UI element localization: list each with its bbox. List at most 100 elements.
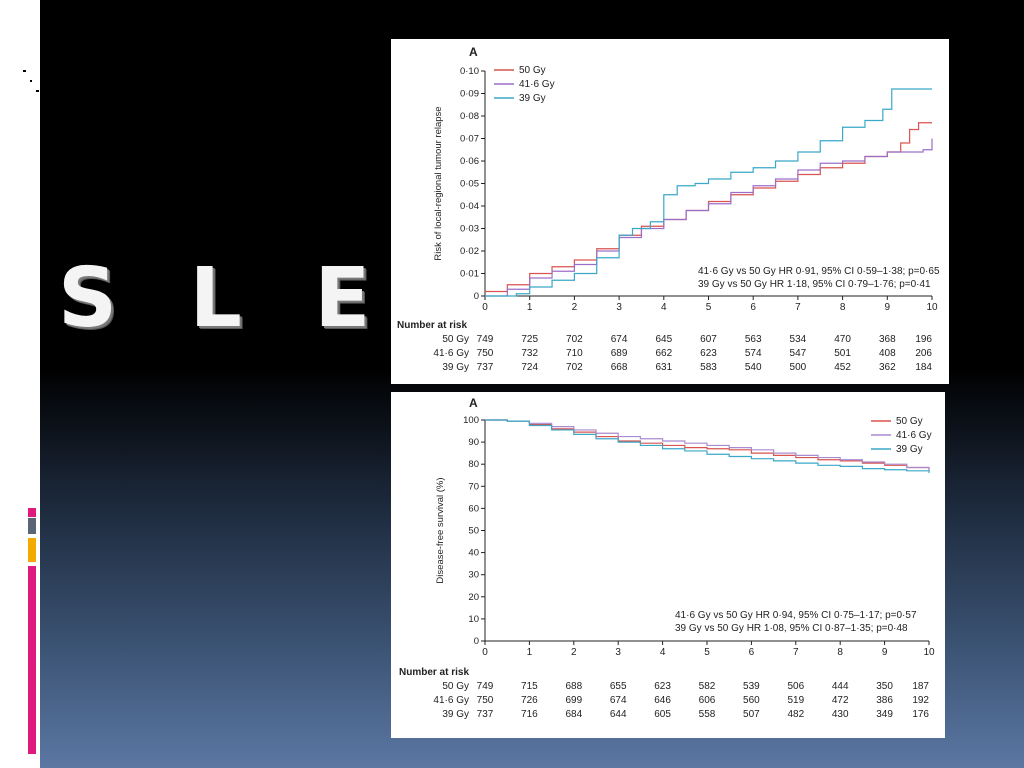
risk-value: 444 (832, 681, 849, 692)
risk-value: 623 (654, 681, 671, 692)
risk-value: 725 (521, 334, 538, 345)
y-tick-label: 70 (468, 481, 479, 492)
risk-value: 534 (790, 334, 807, 345)
risk-value: 500 (790, 362, 807, 373)
hazard-ratio-annotation: 39 Gy vs 50 Gy HR 1·08, 95% CI 0·87–1·35… (675, 623, 908, 634)
risk-value: 702 (566, 334, 583, 345)
y-tick-label: 90 (468, 437, 479, 448)
legend-entry: 39 Gy (896, 444, 923, 455)
x-tick-label: 5 (704, 647, 710, 658)
series-line-1 (485, 419, 930, 471)
y-axis-label: Risk of local-regional tumour relapse (433, 106, 444, 260)
risk-value: 655 (610, 681, 627, 692)
risk-value: 623 (700, 348, 717, 359)
risk-value: 184 (915, 362, 932, 373)
risk-row-label: 39 Gy (442, 709, 469, 720)
risk-value: 646 (654, 695, 671, 706)
risk-value: 724 (521, 362, 538, 373)
y-tick-label: 0·03 (460, 224, 479, 235)
risk-value: 716 (521, 709, 538, 720)
hazard-ratio-annotation: 41·6 Gy vs 50 Gy HR 0·91, 95% CI 0·59–1·… (698, 266, 940, 277)
x-tick-label: 9 (885, 302, 891, 313)
risk-value: 645 (655, 334, 672, 345)
x-tick-label: 10 (923, 647, 935, 658)
risk-row-label: 41·6 Gy (433, 348, 469, 359)
x-tick-label: 6 (750, 302, 756, 313)
hazard-ratio-annotation: 41·6 Gy vs 50 Gy HR 0·94, 95% CI 0·75–1·… (675, 610, 917, 621)
x-tick-label: 1 (527, 647, 533, 658)
risk-value: 470 (834, 334, 851, 345)
risk-value: 702 (566, 362, 583, 373)
y-tick-label: 100 (463, 415, 479, 426)
x-tick-label: 1 (527, 302, 533, 313)
x-tick-label: 2 (572, 302, 578, 313)
relapse-risk-chart-panel: A 0 1 2 3 4 5 6 7 8 9 10 0 0·01 0·02 0·03 0·04 0·05 0·06 0·… (391, 39, 949, 384)
risk-value: 362 (879, 362, 896, 373)
risk-row-label: 50 Gy (442, 334, 469, 345)
risk-value: 674 (611, 334, 628, 345)
x-tick-label: 7 (795, 302, 801, 313)
relapse-risk-chart: A 0 1 2 3 4 5 6 7 8 9 10 0 0·01 0·02 0·03 0·04 0·05 0·06 0·… (397, 45, 940, 373)
risk-value: 472 (832, 695, 849, 706)
panel-label: A (469, 396, 478, 410)
panel-label: A (469, 45, 478, 59)
x-tick-label: 8 (840, 302, 846, 313)
x-tick-label: 9 (882, 647, 888, 658)
x-tick-label: 0 (482, 647, 488, 658)
risk-value: 583 (700, 362, 717, 373)
y-tick-label: 10 (468, 614, 479, 625)
risk-value: 408 (879, 348, 896, 359)
risk-value: 196 (915, 334, 932, 345)
x-tick-label: 2 (571, 647, 577, 658)
risk-value: 674 (610, 695, 627, 706)
disease-free-survival-chart: A0 1 2 3 4 5 6 7 8 9 100102030405060708090100Disea… (399, 396, 935, 720)
accent-bar-pink-long (28, 566, 36, 754)
risk-value: 631 (655, 362, 672, 373)
risk-value: 644 (610, 709, 627, 720)
risk-value: 563 (745, 334, 762, 345)
y-tick-label: 0·02 (460, 246, 479, 257)
y-tick-label: 40 (468, 548, 479, 559)
risk-value: 732 (521, 348, 538, 359)
book-stack-decoration (22, 50, 40, 118)
hazard-ratio-annotation: 39 Gy vs 50 Gy HR 1·18, 95% CI 0·79–1·76… (698, 279, 931, 290)
risk-value: 710 (566, 348, 583, 359)
y-tick-label: 50 (468, 526, 479, 537)
risk-value: 176 (912, 709, 929, 720)
risk-value: 688 (565, 681, 582, 692)
y-tick-label: 80 (468, 459, 479, 470)
risk-value: 662 (655, 348, 672, 359)
risk-value: 349 (876, 709, 893, 720)
series-line-2 (485, 419, 930, 474)
risk-value: 506 (787, 681, 804, 692)
y-tick-label: 0·09 (460, 89, 479, 100)
risk-value: 501 (834, 348, 851, 359)
risk-value: 558 (699, 709, 716, 720)
x-tick-label: 3 (616, 302, 622, 313)
x-tick-label: 0 (482, 302, 488, 313)
disease-free-survival-chart-panel: A 0 1 2 3 4 5 6 7 8 9 10 0 10 20 30 40 50 60 70 80 90 100 Disea… (391, 392, 945, 738)
risk-value: 560 (743, 695, 760, 706)
y-tick-label: 20 (468, 592, 479, 603)
risk-value: 507 (743, 709, 760, 720)
risk-value: 539 (743, 681, 760, 692)
risk-value: 668 (611, 362, 628, 373)
risk-value: 749 (477, 334, 494, 345)
risk-value: 350 (876, 681, 893, 692)
y-tick-label: 0·01 (460, 269, 479, 280)
risk-row-label: 39 Gy (442, 362, 469, 373)
risk-table-header: Number at risk (399, 667, 469, 678)
risk-value: 540 (745, 362, 762, 373)
slide-title: S L E (58, 251, 393, 346)
risk-value: 452 (834, 362, 851, 373)
risk-value: 737 (477, 709, 494, 720)
y-axis-label: Disease-free survival (%) (435, 477, 446, 583)
y-tick-label: 0·07 (460, 134, 479, 145)
risk-row-label: 50 Gy (442, 681, 469, 692)
x-tick-label: 4 (660, 647, 666, 658)
y-tick-label: 0 (474, 636, 479, 647)
risk-value: 715 (521, 681, 538, 692)
y-tick-label: 30 (468, 570, 479, 581)
accent-bar-pink-small (28, 508, 36, 517)
risk-value: 574 (745, 348, 762, 359)
